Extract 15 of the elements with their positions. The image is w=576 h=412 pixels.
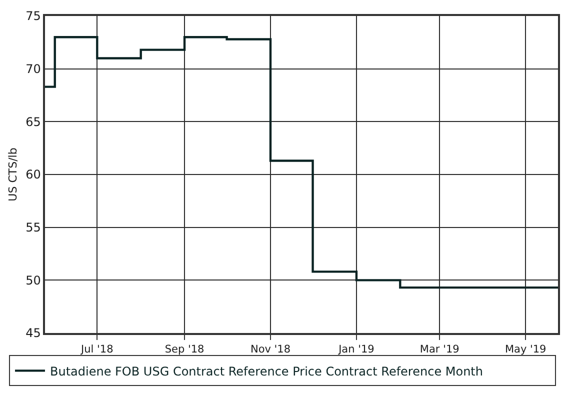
x-tick-label: Jan '19	[338, 343, 374, 356]
y-tick-label: 75	[26, 9, 41, 24]
y-tick-label: 55	[26, 220, 41, 235]
y-tick-label: 60	[26, 168, 41, 182]
x-tick-label: Sep '18	[164, 343, 204, 356]
x-tick-label: Jul '18	[80, 343, 114, 356]
x-tick-label: May '19	[504, 343, 546, 356]
y-tick-label: 50	[26, 273, 41, 288]
y-tick-label: 65	[26, 114, 41, 129]
x-tick-label: Mar '19	[420, 343, 460, 356]
y-tick-label: 70	[26, 62, 41, 76]
legend-label: Butadiene FOB USG Contract Reference Price Contract Reference Month	[50, 364, 483, 378]
y-tick-label: 45	[26, 326, 41, 340]
y-axis-title: US CTS/lb	[6, 148, 20, 202]
x-tick-label: Nov '18	[250, 343, 291, 356]
